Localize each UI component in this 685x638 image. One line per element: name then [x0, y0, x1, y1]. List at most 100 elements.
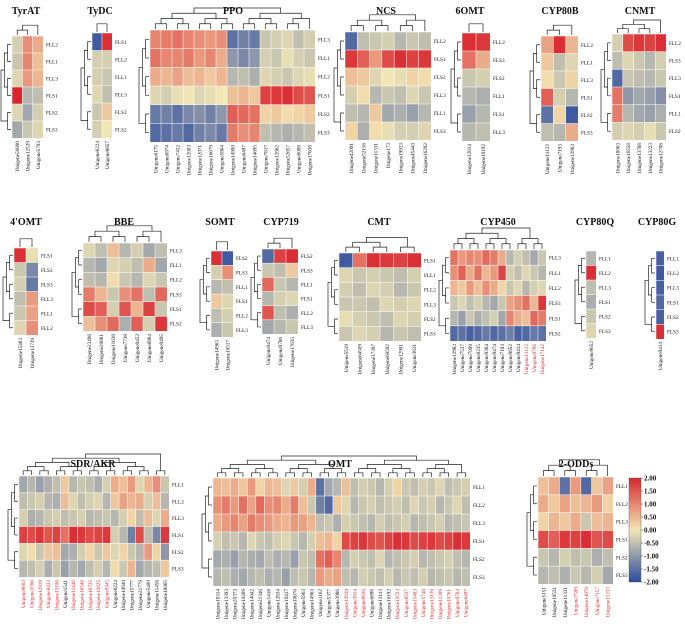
heatmap-cell [13, 320, 27, 336]
column-dendrogram-branch [251, 472, 261, 477]
heatmap-cell [315, 477, 325, 497]
column-dendrogram-branch [234, 472, 244, 477]
heatmap-cell [160, 85, 173, 106]
heatmap-cell [215, 85, 228, 106]
column-dendrogram-branch [453, 243, 463, 249]
heatmap-cell [465, 264, 475, 281]
heatmap-cell [248, 104, 261, 124]
row-label: FLL2 [424, 288, 436, 294]
heatmap-cell [106, 316, 120, 332]
row-label: FLS2 [549, 331, 561, 337]
heatmap-cell [461, 495, 471, 515]
heatmap-cell [270, 29, 283, 50]
panel-title: SOMT [205, 217, 235, 228]
heatmap-cell [160, 526, 170, 544]
heatmap-cell [18, 526, 28, 544]
heatmap-cell [349, 495, 360, 515]
column-label: Unigene19923 [398, 143, 404, 174]
row-label: FLS1 [667, 300, 679, 306]
heatmap-cell [171, 48, 184, 68]
heatmap-cell [210, 308, 223, 324]
column-label: Unigene8224 [95, 141, 101, 169]
heatmap-cell [489, 295, 499, 312]
heatmap-cell [585, 279, 597, 296]
heatmap-cell [461, 513, 471, 533]
row-dendrogram-branch [14, 517, 18, 536]
column-label: Unigene6974 [165, 145, 171, 173]
heatmap-cell [375, 477, 385, 497]
heatmap-cell [475, 68, 491, 88]
heatmap-cell [537, 512, 550, 532]
column-dendrogram-branch [457, 238, 475, 244]
heatmap-cell [11, 69, 23, 88]
row-label: FLS3 [170, 292, 182, 298]
row-dendrogram-branch [250, 276, 258, 321]
heatmap-cell [315, 513, 325, 533]
column-dendrogram-branch [426, 468, 445, 473]
panel-title: CYP450 [480, 217, 516, 228]
heatmap-cell [452, 567, 462, 587]
heatmap-cell [82, 272, 96, 288]
heatmap-cell [633, 104, 645, 123]
column-dendrogram-branch [354, 472, 364, 477]
column-label: Unigene7099 [468, 344, 474, 372]
column-dendrogram-branch [281, 455, 417, 461]
heatmap-cell [513, 325, 523, 342]
heatmap-cell [475, 50, 491, 70]
heatmap-cell [341, 567, 351, 587]
heatmap-cell [435, 477, 445, 497]
heatmap-cell [160, 67, 173, 87]
heatmap-cell [449, 310, 459, 327]
heatmap-cell [149, 104, 162, 124]
heatmap-cell [118, 257, 132, 273]
row-dendrogram-branch [327, 281, 335, 327]
heatmap-cell [409, 549, 420, 569]
heatmap-cell [102, 526, 112, 544]
heatmap-cell [32, 120, 44, 139]
heatmap-cell [35, 475, 45, 494]
heatmap-cell [465, 249, 475, 266]
heatmap-cell [94, 316, 108, 332]
heatmap-cell [22, 120, 34, 139]
row-dendrogram-branch [83, 50, 88, 86]
row-dendrogram-branch [3, 52, 8, 88]
colorbar-tick-label: -0.50 [644, 540, 659, 548]
heatmap-cell [32, 35, 44, 54]
panel-6omt: 6OMT FLL2 FLS3 FLS2 FLL1 FLS1 FLL3 Unigene12834… [450, 6, 505, 175]
heatmap-cell [357, 31, 371, 51]
row-label: FLL2 [493, 40, 505, 46]
heatmap-cell [25, 305, 39, 322]
heatmap-cell [68, 543, 78, 561]
heatmap-cell [611, 86, 624, 106]
heatmap-cell [540, 88, 554, 107]
column-dendrogram-branch [122, 470, 132, 475]
heatmap-cell [435, 495, 445, 515]
heatmap-cell [393, 311, 408, 327]
heatmap-cell [338, 267, 354, 283]
heatmap-cell [489, 264, 499, 281]
heatmap-cell [91, 67, 103, 87]
column-label: Unigene52116 [361, 143, 367, 174]
heatmap-cell [143, 492, 153, 511]
heatmap-cell [655, 294, 665, 311]
row-dendrogram-branch [603, 51, 608, 88]
row-label: FLS3 [599, 329, 611, 335]
heatmap-cell [529, 264, 539, 281]
column-dendrogram-branch [456, 472, 467, 477]
heatmap-cell [537, 264, 547, 281]
heatmap-cell [27, 509, 37, 528]
column-dendrogram-branch [375, 25, 389, 31]
heatmap-cell [118, 301, 132, 317]
column-label: Unigene8537 [404, 589, 410, 617]
heatmap-cell [130, 257, 144, 273]
heatmap-cell [273, 262, 287, 278]
column-label: Unigene12834 [275, 589, 281, 620]
heatmap-cell [384, 531, 394, 551]
heatmap-cell [237, 48, 250, 68]
heatmap-cell [366, 252, 381, 269]
column-dendrogram-branch [112, 236, 126, 242]
heatmap-cell [375, 513, 385, 533]
heatmap-cell [358, 495, 368, 515]
heatmap-cell [85, 559, 95, 578]
